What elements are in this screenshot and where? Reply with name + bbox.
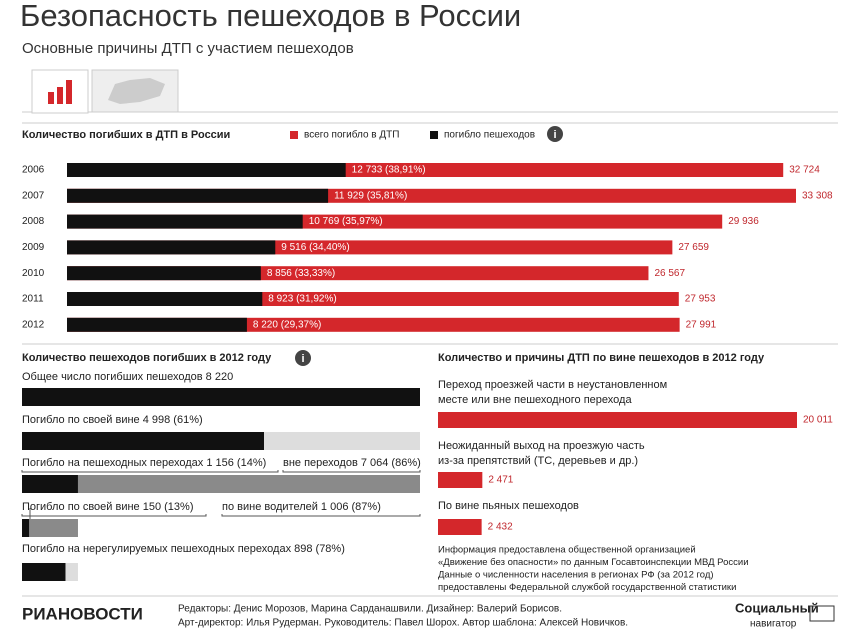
legend-swatch xyxy=(290,131,298,139)
row-label: по вине водителей 1 006 (87%) xyxy=(222,501,381,513)
value-label: 8 923 (31,92%) xyxy=(268,294,336,305)
value-label: 8 220 (29,37%) xyxy=(253,319,321,330)
value-label: 26 567 xyxy=(654,268,685,279)
bar xyxy=(67,292,263,306)
bar-segment xyxy=(22,475,78,493)
icon xyxy=(48,92,54,104)
icon xyxy=(57,87,63,104)
bar-segment xyxy=(22,519,30,537)
chart-title: Количество и причины ДТП по вине пешеход… xyxy=(438,352,765,364)
bar xyxy=(438,412,797,428)
y-tick-label: 2012 xyxy=(22,319,45,330)
value-label: 10 769 (35,97%) xyxy=(309,216,383,227)
info-icon[interactable] xyxy=(547,126,563,142)
value-label: 11 929 (35,81%) xyxy=(334,190,407,201)
value-label: 12 733 (38,91%) xyxy=(352,165,426,176)
bar xyxy=(67,266,261,281)
y-tick-label: 2011 xyxy=(22,294,44,305)
bar xyxy=(67,240,276,255)
bar-segment xyxy=(29,519,78,537)
bar-segment xyxy=(22,432,264,450)
value-label: 2 432 xyxy=(488,522,513,533)
note: Информация предоставлена общественной ор… xyxy=(438,545,696,556)
y-tick-label: 2010 xyxy=(22,268,45,279)
bar xyxy=(67,188,329,203)
row-label: Погибло на пешеходных переходах 1 156 (1… xyxy=(22,457,266,469)
bar xyxy=(438,519,482,535)
chart-title: Количество погибших в ДТП в России xyxy=(22,129,230,141)
value-label: 9 516 (34,40%) xyxy=(281,242,349,253)
bar xyxy=(438,472,483,488)
category-label: Переход проезжей части в неустановленном xyxy=(438,379,667,391)
partner-logo: навигатор xyxy=(750,619,797,630)
row-label: Общее число погибших пешеходов 8 220 xyxy=(22,371,233,383)
brackets xyxy=(21,470,421,519)
bar-segment xyxy=(22,388,420,406)
note: «Движение без опасности» по данным Госав… xyxy=(438,557,749,568)
bar xyxy=(67,317,247,332)
value-label: 2 471 xyxy=(488,475,513,486)
value-label: 29 936 xyxy=(728,216,759,227)
logo: РИАНОВОСТИ xyxy=(22,604,143,623)
category-label: месте или вне пешеходного перехода xyxy=(438,394,632,406)
info-icon[interactable] xyxy=(295,350,311,366)
row-label: Погибло по своей вине 150 (13%) xyxy=(22,501,193,513)
embed-icon[interactable] xyxy=(809,605,835,622)
category-label: Неожиданный выход на проезжую часть xyxy=(438,440,645,452)
value-label: 20 011 xyxy=(803,415,833,426)
info-glyph: i xyxy=(301,353,304,365)
legend-label: всего погибло в ДТП xyxy=(304,129,399,141)
info-glyph: i xyxy=(553,129,556,141)
category-label: По вине пьяных пешеходов xyxy=(438,500,579,512)
value-label: 8 856 (33,33%) xyxy=(267,268,335,279)
y-tick-label: 2008 xyxy=(22,216,45,227)
value-label: 27 659 xyxy=(678,242,709,253)
y-tick-label: 2006 xyxy=(22,165,45,176)
credits: Арт-директор: Илья Рудерман. Руководител… xyxy=(178,617,628,629)
legend-swatch xyxy=(430,131,438,139)
credits: Редакторы: Денис Морозов, Марина Сардана… xyxy=(178,604,562,615)
y-tick-label: 2009 xyxy=(22,242,45,253)
chart-title: Количество пешеходов погибших в 2012 год… xyxy=(22,352,272,364)
row-label: вне переходов 7 064 (86%) xyxy=(283,457,421,469)
note: Данные о численности населения в региона… xyxy=(438,570,714,581)
title: Безопасность пешеходов в России xyxy=(20,0,521,33)
bar-segment xyxy=(77,475,421,493)
bar xyxy=(67,214,303,229)
y-tick-label: 2007 xyxy=(22,190,45,201)
icon xyxy=(66,80,72,104)
partner-logo: Социальный xyxy=(735,600,819,615)
bar xyxy=(67,163,346,177)
bar-segment xyxy=(22,563,66,581)
row-label: Погибло на нерегулируемых пешеходных пер… xyxy=(22,543,345,555)
subtitle: Основные причины ДТП с участием пешеходо… xyxy=(22,40,354,57)
value-label: 33 308 xyxy=(802,190,833,201)
note: предоставлены Федеральной службой госуда… xyxy=(438,582,736,593)
category-label: из-за препятствий (ТС, деревьев и др.) xyxy=(438,455,638,467)
value-label: 27 953 xyxy=(685,294,716,305)
icon xyxy=(108,78,165,104)
row-label: Погибло по своей вине 4 998 (61%) xyxy=(22,414,203,426)
legend-label: погибло пешеходов xyxy=(444,129,535,141)
value-label: 32 724 xyxy=(789,165,820,176)
value-label: 27 991 xyxy=(686,319,717,330)
